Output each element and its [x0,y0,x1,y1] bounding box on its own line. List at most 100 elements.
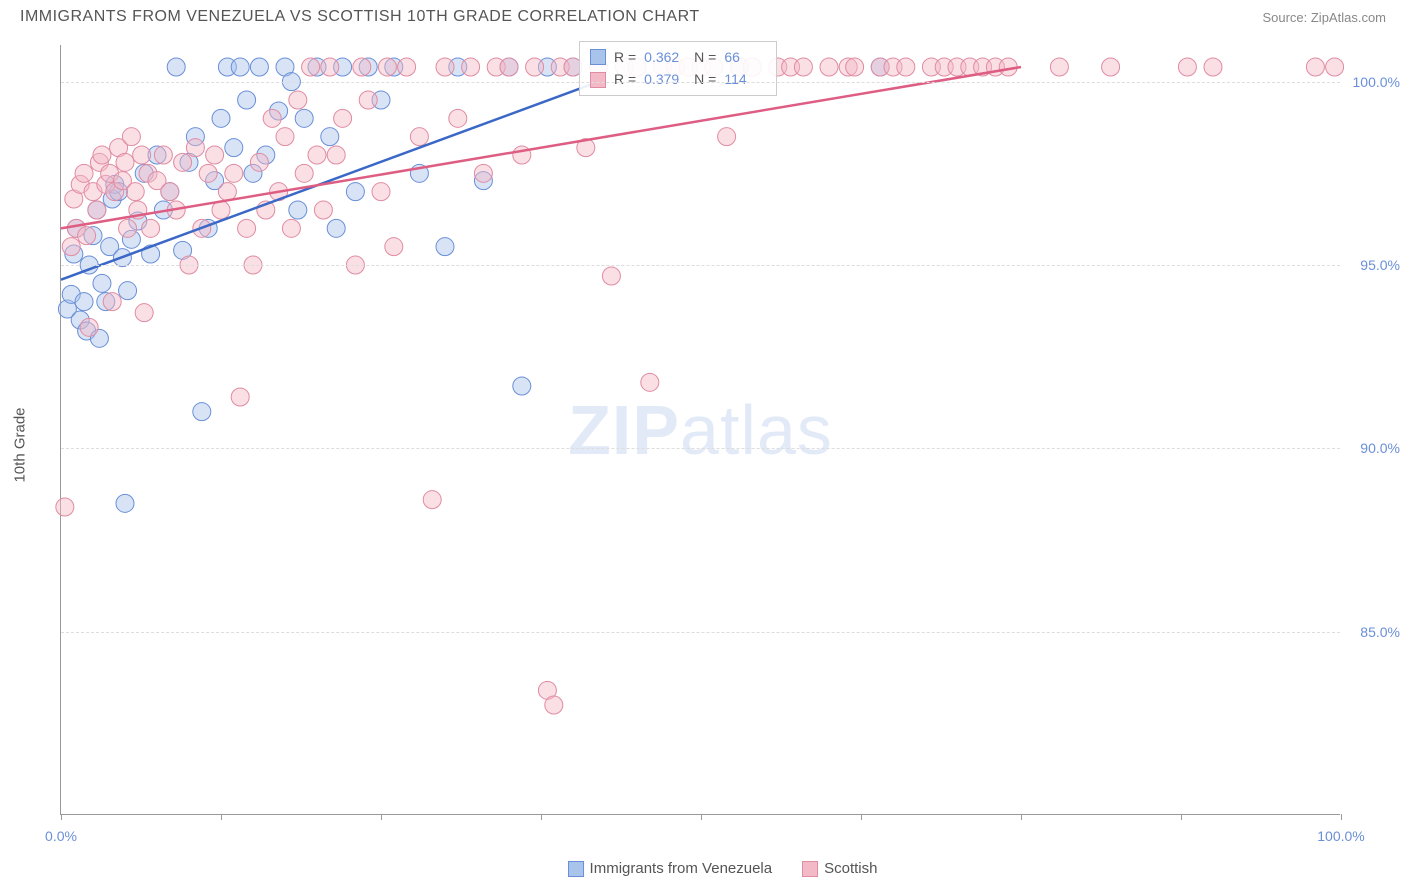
info-r-label: R = [614,68,636,90]
info-row: R =0.379N =114 [590,68,766,90]
scatter-point [314,201,332,219]
legend-item: Scottish [802,860,877,877]
scatter-point [75,164,93,182]
scatter-point [359,91,377,109]
source-label: Source: ZipAtlas.com [1262,10,1386,25]
info-swatch [590,49,606,65]
scatter-point [62,238,80,256]
plot-area: ZIPatlas R =0.362N =66R =0.379N =114 85.… [60,45,1340,815]
scatter-point [250,58,268,76]
x-tick [221,814,222,820]
scatter-point [526,58,544,76]
scatter-point [126,183,144,201]
scatter-point [1050,58,1068,76]
x-tick [541,814,542,820]
x-tick [701,814,702,820]
scatter-point [372,183,390,201]
info-swatch [590,72,606,88]
scatter-point [186,139,204,157]
y-tick-label: 85.0% [1345,624,1400,640]
info-r-value: 0.379 [644,68,686,90]
scatter-point [263,109,281,127]
x-tick-label: 100.0% [1317,828,1364,844]
info-n-label: N = [694,68,716,90]
info-n-value: 66 [724,46,766,68]
scatter-point [1326,58,1344,76]
scatter-point [250,153,268,171]
scatter-point [1178,58,1196,76]
x-tick-label: 0.0% [45,828,77,844]
legend-label: Immigrants from Venezuela [590,860,773,877]
scatter-point [161,183,179,201]
scatter-point [103,293,121,311]
scatter-point [116,494,134,512]
scatter-point [238,219,256,237]
scatter-point [88,201,106,219]
scatter-point [545,696,563,714]
scatter-point [289,201,307,219]
scatter-point [119,219,137,237]
scatter-point [295,109,313,127]
scatter-point [334,109,352,127]
scatter-point [385,238,403,256]
chart-wrap: 10th Grade ZIPatlas R =0.362N =66R =0.37… [60,45,1385,845]
scatter-point [500,58,518,76]
grid-line [61,632,1340,633]
scatter-point [1102,58,1120,76]
scatter-point [321,128,339,146]
scatter-point [75,293,93,311]
scatter-point [225,139,243,157]
scatter-point [206,146,224,164]
scatter-point [167,58,185,76]
scatter-point [462,58,480,76]
scatter-point [308,146,326,164]
scatter-point [327,219,345,237]
scatter-point [410,128,428,146]
legend: Immigrants from Venezuela Scottish [568,860,878,877]
x-tick [1181,814,1182,820]
scatter-point [119,282,137,300]
scatter-point [474,164,492,182]
scatter-point [142,219,160,237]
scatter-point [231,58,249,76]
scatter-point [423,491,441,509]
scatter-point [199,164,217,182]
scatter-point [1306,58,1324,76]
scatter-point [436,58,454,76]
grid-line [61,448,1340,449]
scatter-point [135,304,153,322]
scatter-point [846,58,864,76]
scatter-point [641,373,659,391]
scatter-point [80,318,98,336]
legend-swatch [802,861,818,877]
scatter-point [295,164,313,182]
scatter-point [449,109,467,127]
scatter-point [353,58,371,76]
legend-label: Scottish [824,860,877,877]
scatter-point [122,128,140,146]
scatter-point [321,58,339,76]
scatter-point [282,219,300,237]
scatter-point [718,128,736,146]
scatter-point [820,58,838,76]
info-r-label: R = [614,46,636,68]
x-tick [381,814,382,820]
scatter-point [174,153,192,171]
x-tick [61,814,62,820]
grid-line [61,82,1340,83]
scatter-point [513,377,531,395]
scatter-point [93,274,111,292]
x-tick [1341,814,1342,820]
scatter-point [398,58,416,76]
scatter-point [436,238,454,256]
scatter-point [327,146,345,164]
scatter-point [289,91,307,109]
scatter-point [794,58,812,76]
info-row: R =0.362N =66 [590,46,766,68]
y-tick-label: 90.0% [1345,440,1400,456]
scatter-point [302,58,320,76]
scatter-point [133,146,151,164]
grid-line [61,265,1340,266]
x-tick [861,814,862,820]
correlation-info-box: R =0.362N =66R =0.379N =114 [579,41,777,96]
